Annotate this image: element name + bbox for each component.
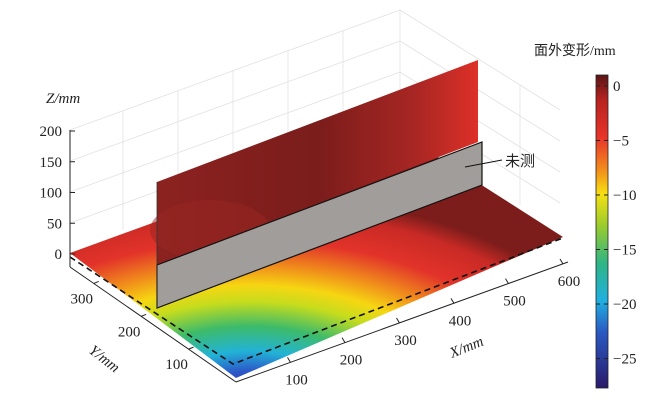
x-tick — [559, 258, 564, 265]
y-tick-label: 100 — [165, 357, 188, 373]
grid-line — [69, 9, 401, 131]
x-tick-label: 400 — [449, 313, 472, 329]
x-tick-label: 600 — [558, 274, 581, 290]
x-ticks: 100 200 300 400 500 600 — [285, 258, 581, 388]
z-tick-label: 0 — [55, 247, 63, 263]
x-tick-label: 200 — [340, 353, 363, 369]
y-axis-line — [69, 266, 237, 383]
colorbar — [595, 74, 609, 389]
z-tick-label: 50 — [47, 216, 62, 232]
x-tick-label: 300 — [394, 333, 417, 349]
y-tick — [93, 280, 99, 284]
x-tick — [505, 278, 509, 284]
grid-line — [399, 9, 561, 111]
grid-line — [399, 40, 561, 142]
colorbar-tick-label: −15 — [613, 242, 636, 258]
x-axis-label: X/mm — [447, 334, 487, 362]
y-axis-label: Y/mm — [86, 343, 123, 377]
colorbar-tick-label: −25 — [613, 352, 636, 368]
y-tick — [140, 313, 147, 317]
colorbar-tick-label: 0 — [613, 79, 621, 95]
x-tick — [396, 317, 400, 324]
colorbar-label: 面外变形/mm — [534, 43, 616, 59]
grid-line — [69, 40, 401, 162]
dashed-boundary — [69, 237, 564, 365]
y-ticks: 100 200 300 — [70, 280, 194, 373]
x-tick-label: 500 — [503, 294, 526, 310]
y-tick-label: 300 — [70, 291, 93, 307]
z-tick-label: 200 — [40, 124, 63, 140]
x-tick-label: 100 — [285, 372, 308, 388]
colorbar-tick-label: −10 — [613, 188, 636, 204]
x-axis-line — [235, 261, 569, 383]
annotation-unmeasured: 未测 — [505, 153, 535, 170]
z-tick-label: 100 — [40, 186, 63, 202]
y-tick-label: 200 — [118, 324, 141, 340]
annotation-leader — [464, 159, 503, 168]
axes — [69, 130, 569, 383]
colorbar-tick-label: −5 — [613, 133, 629, 149]
z-tick-label: 150 — [40, 155, 63, 171]
x-tick — [450, 298, 455, 304]
x-tick — [287, 357, 291, 363]
colorbar-tick-label: −20 — [613, 297, 636, 313]
z-axis-label: Z/mm — [46, 91, 80, 107]
grid-line — [69, 71, 401, 193]
z-ticks: 0 50 100 150 200 — [40, 124, 75, 263]
x-tick — [341, 337, 346, 343]
colorbar-ticks: 0 −5 −10 −15 −20 −25 — [596, 79, 636, 368]
y-tick — [188, 346, 194, 350]
